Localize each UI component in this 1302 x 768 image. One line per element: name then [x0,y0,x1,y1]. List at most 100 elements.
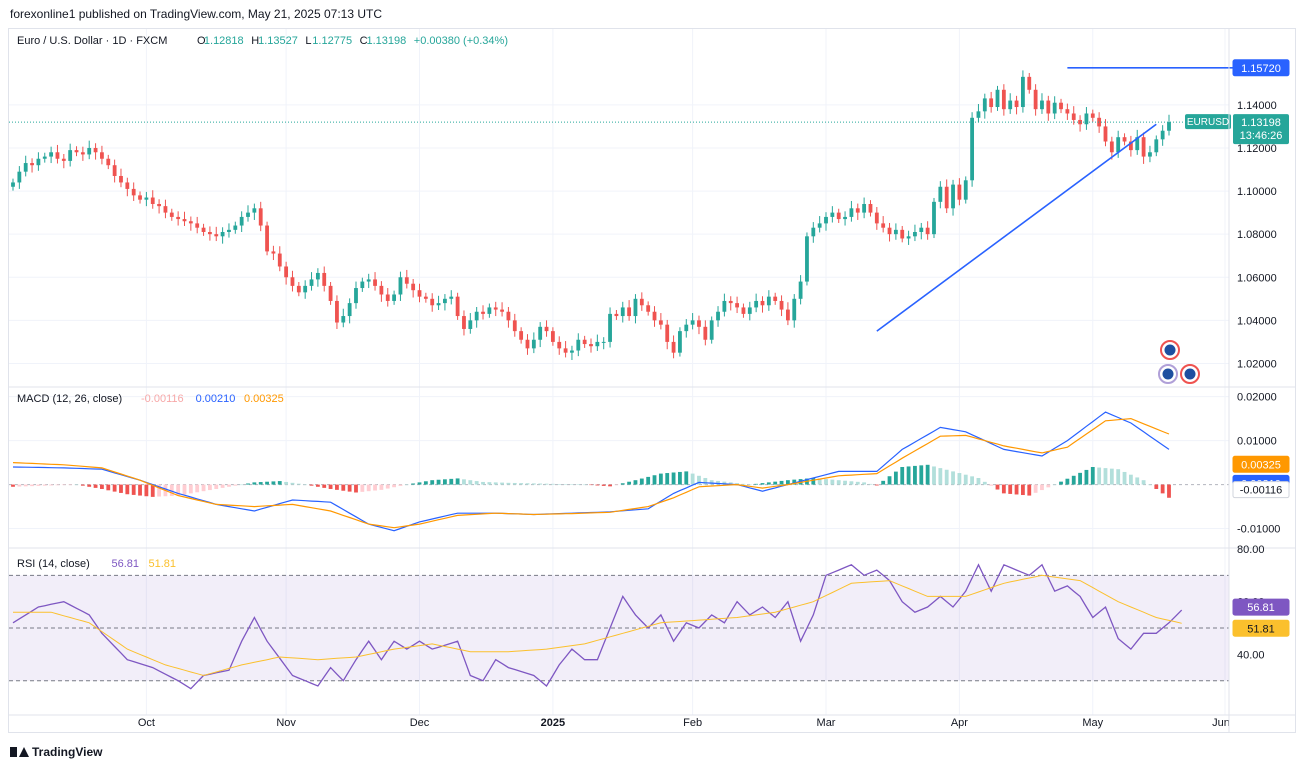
macd-value-tag: -0.00116 [1240,485,1283,497]
candle-body [785,309,790,321]
candle-body [627,307,632,317]
candle-body [792,298,797,321]
resistance-label-bg [1232,59,1290,77]
macd-histogram-bar [1033,484,1038,493]
macd-histogram-bar [1001,484,1006,494]
candle-body [157,203,161,207]
candle-body [398,277,403,295]
macd-histogram-bar [1135,477,1140,485]
candle-body [658,320,663,325]
macd-legend-value: 0.00210 [196,393,236,405]
flag-icon [1164,344,1176,356]
candle-body [589,344,593,347]
candle-body [760,300,765,306]
macd-histogram-bar [455,478,460,485]
rsi-rsi_ma-line [13,574,1182,677]
macd-histogram-bar [811,477,816,485]
macd-histogram-bar [1084,469,1089,485]
candle-body [671,341,676,353]
change-value: +0.00380 (+0.34%) [414,35,508,47]
chart-canvas[interactable]: 1.14000 1.12000 1.10000 1.08000 1.06000 1.040… [9,29,1295,732]
candle-body [462,316,466,329]
macd-histogram-bar [639,478,644,485]
price-tag-price: 1.13198 [1241,117,1281,129]
macd-tick-label: -0.01000 [1237,524,1280,536]
macd-histogram-bar [887,476,892,485]
candle-body [817,223,822,228]
macd-histogram-bar [61,484,66,486]
candle-body [80,152,85,155]
macd-histogram-bar [697,475,701,485]
candle-body [443,298,447,304]
macd-histogram-bar [862,482,867,485]
macd-histogram-bar [125,484,130,495]
macd-histogram-bar [430,480,435,485]
macd-histogram-bar [1046,484,1051,488]
candle-body [1160,130,1165,140]
macd-histogram-bar [87,484,92,487]
macd-histogram-bar [836,480,841,485]
candle-body [30,163,34,166]
candle-body [1046,100,1051,114]
macd-histogram-bar [68,484,73,486]
time-axis-label: Oct [138,717,155,729]
candle-body [188,221,193,224]
macd-histogram-bar [658,473,663,485]
macd-histogram-bar [468,480,473,485]
macd-histogram-bar [112,484,117,492]
candle-body [214,234,219,237]
candle-body [741,307,746,314]
macd-histogram-bar [843,480,847,485]
macd-histogram-bar [913,465,917,485]
candle-body [176,216,181,220]
candle-body [227,229,231,233]
macd-histogram-bar [220,484,225,488]
macd-histogram-bar [36,484,41,486]
macd-histogram-bar [900,467,905,485]
candle-body [678,331,682,353]
macd-histogram-bar [919,465,924,485]
macd-histogram-bar [100,484,104,489]
macd-histogram-bar [106,484,111,491]
candle-body [481,311,485,314]
macd-histogram-bar [754,483,759,485]
macd-histogram-bar [995,484,1000,490]
candle-body [239,216,244,226]
attribution: forexonline1 published on TradingView.co… [10,7,383,21]
candle-body [277,253,282,267]
candle-body [1135,137,1140,151]
macd-histogram-bar [1167,484,1171,498]
candle-body [665,324,670,342]
tradingview-logo-icon [10,747,29,757]
candle-body [150,197,155,204]
candle-body [709,320,714,340]
macd-histogram-bar [290,482,295,485]
candle-body [61,158,66,161]
candle-body [385,294,390,301]
candle-body [360,281,365,289]
candle-body [1040,100,1044,110]
time-axis-label: Nov [276,717,296,729]
macd-histogram-bar [157,484,161,497]
price-tag-symbol-bg [1185,114,1231,130]
macd-histogram-bar [347,484,352,492]
macd-histogram-bar [614,484,619,486]
chart-frame: 1.14000 1.12000 1.10000 1.08000 1.06000 1.040… [8,28,1296,733]
macd-histogram-bar [1059,481,1063,485]
macd-histogram-bar [576,484,581,485]
candle-body [868,203,873,213]
macd-histogram-bar [1078,472,1082,485]
macd-histogram-bar [703,477,708,485]
candle-body [258,208,263,226]
time-axis-label: 2025 [541,717,565,729]
candle-body [487,307,492,314]
macd-histogram-bar [303,484,308,486]
resistance-label: 1.15720 [1241,63,1281,75]
candle-body [506,311,511,321]
candle-body [23,163,28,172]
price-tag-bg [1233,114,1289,145]
candle-body [557,341,562,349]
time-axis-label: Mar [817,717,836,729]
candle-body [608,313,612,342]
macd-histogram-bar [487,482,492,485]
